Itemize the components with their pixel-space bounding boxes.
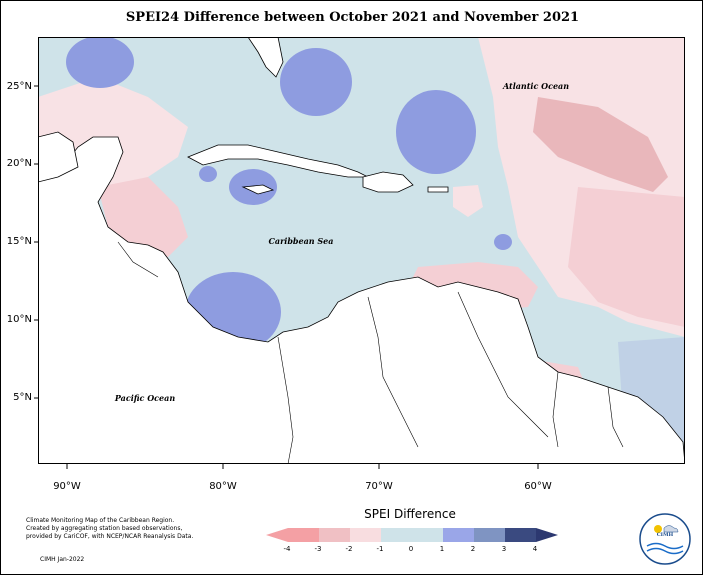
land-masses: [38, 37, 685, 464]
map-title: SPEI24 Difference between October 2021 a…: [125, 10, 580, 25]
legend-swatch: [474, 528, 505, 542]
legend-arrow-right: [536, 528, 558, 542]
florida-land: [247, 37, 284, 78]
map-border: [38, 37, 685, 464]
lon-label-80w: 80°W: [209, 481, 237, 492]
cuba-west-blue-region: [199, 166, 217, 182]
legend-title: SPEI Difference: [364, 507, 456, 521]
central-america-land: [38, 136, 685, 464]
hispaniola-land: [362, 171, 414, 193]
legend-swatch: [412, 528, 443, 542]
atlantic-ocean-label: Atlantic Ocean: [502, 81, 569, 91]
legend-tick-label: 0: [409, 545, 413, 553]
logo-label: CIMH: [656, 532, 674, 538]
bahamas-blue-region: [280, 48, 352, 116]
legend-tick-label: -3: [315, 545, 322, 553]
credit-line-1: Climate Monitoring Map of the Caribbean …: [26, 517, 175, 524]
credit-line-2: Created by aggregating station based obs…: [26, 525, 183, 532]
caribbean-sea-label: Caribbean Sea: [269, 236, 334, 246]
lesser-antilles-pink: [453, 185, 483, 217]
legend-swatch: [443, 528, 474, 542]
puerto-rico-land: [427, 186, 449, 193]
legend-tick-label: -4: [284, 545, 292, 553]
map-canvas: Atlantic Ocean Caribbean Sea Pacific Oce…: [38, 37, 685, 464]
country-borders: [117, 241, 624, 464]
legend-tick-label: 2: [471, 545, 475, 553]
lon-label-70w: 70°W: [365, 481, 393, 492]
credit-date: CIMH Jan-2022: [40, 556, 85, 563]
east-dark-pink-region: [533, 97, 668, 192]
pacific-ocean-label: Pacific Ocean: [114, 393, 175, 403]
lat-label-10n: 10°N: [6, 314, 32, 325]
gulf-blue-region: [66, 37, 134, 88]
legend-tick-label: 4: [533, 545, 538, 553]
atlantic-blue-region: [396, 90, 476, 174]
mexico-land: [38, 131, 79, 183]
legend-arrow-left: [266, 528, 288, 542]
legend-swatch: [350, 528, 381, 542]
lat-label-5n: 5°N: [13, 392, 32, 403]
credit-text: Climate Monitoring Map of the Caribbean …: [26, 517, 226, 541]
lon-label-60w: 60°W: [524, 481, 552, 492]
lon-label-90w: 90°W: [53, 481, 81, 492]
jamaica-land: [241, 184, 275, 195]
legend-swatch: [381, 528, 412, 542]
legend-tick-label: -1: [377, 545, 384, 553]
windward-blue-region: [494, 234, 512, 250]
credit-line-3: provided by CariCOF, with NCEP/NCAR Rean…: [26, 533, 194, 540]
atlantic-pink-region: [568, 187, 685, 327]
cimh-logo: [639, 513, 691, 565]
legend-swatch: [288, 528, 319, 542]
lat-label-25n: 25°N: [6, 81, 32, 92]
legend-colorbar: -4 -3 -2 -1 0 1 2 3 4: [266, 528, 558, 553]
lat-label-20n: 20°N: [6, 158, 32, 169]
lat-label-15n: 15°N: [6, 236, 32, 247]
legend-swatch: [505, 528, 536, 542]
legend-swatch: [319, 528, 350, 542]
legend-tick-label: 3: [502, 545, 506, 553]
legend-tick-label: 1: [440, 545, 444, 553]
legend-tick-label: -2: [346, 545, 353, 553]
